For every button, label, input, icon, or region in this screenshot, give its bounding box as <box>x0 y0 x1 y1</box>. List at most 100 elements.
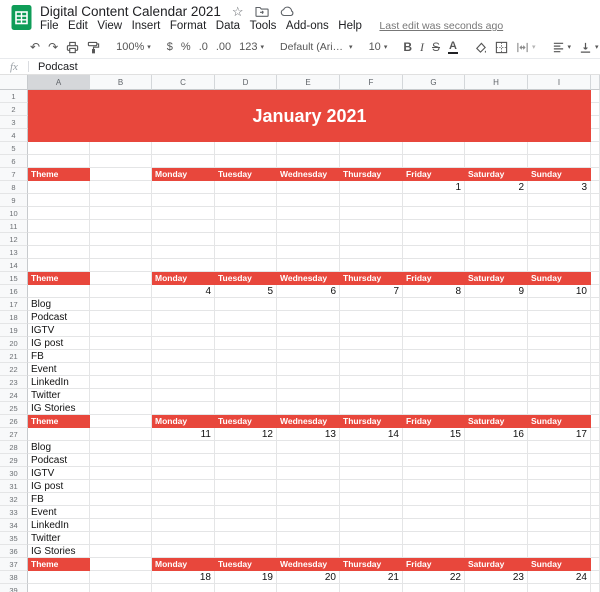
col-header-H[interactable]: H <box>465 75 528 90</box>
cell-F28[interactable] <box>340 441 403 454</box>
cell-J9-partial[interactable] <box>591 194 600 207</box>
cell-I7[interactable]: Sunday <box>528 168 591 181</box>
cell-D9[interactable] <box>215 194 277 207</box>
cell-D19[interactable] <box>215 324 277 337</box>
cell-D11[interactable] <box>215 220 277 233</box>
cell-G6[interactable] <box>403 155 465 168</box>
cell-F31[interactable] <box>340 480 403 493</box>
cell-B31[interactable] <box>90 480 152 493</box>
cell-H9[interactable] <box>465 194 528 207</box>
cell-D23[interactable] <box>215 376 277 389</box>
row-header-35[interactable]: 35 <box>0 532 28 545</box>
cell-F10[interactable] <box>340 207 403 220</box>
cell-G34[interactable] <box>403 519 465 532</box>
paint-format-button[interactable] <box>83 37 104 57</box>
cell-J25-partial[interactable] <box>591 402 600 415</box>
cell-E38[interactable]: 20 <box>277 571 340 584</box>
cell-B22[interactable] <box>90 363 152 376</box>
cell-H28[interactable] <box>465 441 528 454</box>
cell-A10[interactable] <box>28 207 90 220</box>
cell-J28-partial[interactable] <box>591 441 600 454</box>
star-icon[interactable]: ☆ <box>231 3 244 19</box>
cell-F7[interactable]: Thursday <box>340 168 403 181</box>
cell-I13[interactable] <box>528 246 591 259</box>
cell-J34-partial[interactable] <box>591 519 600 532</box>
cell-F24[interactable] <box>340 389 403 402</box>
bold-button[interactable]: B <box>403 40 412 54</box>
cell-B12[interactable] <box>90 233 152 246</box>
cell-G17[interactable] <box>403 298 465 311</box>
cell-F36[interactable] <box>340 545 403 558</box>
cell-D8[interactable] <box>215 181 277 194</box>
cell-D5[interactable] <box>215 142 277 155</box>
cell-H39[interactable] <box>465 584 528 592</box>
cell-E15[interactable]: Wednesday <box>277 272 340 285</box>
cell-D6[interactable] <box>215 155 277 168</box>
cell-E36[interactable] <box>277 545 340 558</box>
cell-B14[interactable] <box>90 259 152 272</box>
cell-B36[interactable] <box>90 545 152 558</box>
cell-A13[interactable] <box>28 246 90 259</box>
cell-A31[interactable]: IG post <box>28 480 90 493</box>
cell-H23[interactable] <box>465 376 528 389</box>
cell-E29[interactable] <box>277 454 340 467</box>
last-edit-link[interactable]: Last edit was seconds ago <box>379 20 504 32</box>
cell-A18[interactable]: Podcast <box>28 311 90 324</box>
cell-C12[interactable] <box>152 233 215 246</box>
cell-G25[interactable] <box>403 402 465 415</box>
cell-E16[interactable]: 6 <box>277 285 340 298</box>
cell-C28[interactable] <box>152 441 215 454</box>
cell-D24[interactable] <box>215 389 277 402</box>
cell-J7-partial[interactable] <box>591 168 600 181</box>
col-header-G[interactable]: G <box>403 75 465 90</box>
cell-G39[interactable] <box>403 584 465 592</box>
cell-G38[interactable]: 22 <box>403 571 465 584</box>
cell-B25[interactable] <box>90 402 152 415</box>
row-header-33[interactable]: 33 <box>0 506 28 519</box>
cell-H19[interactable] <box>465 324 528 337</box>
row-header-16[interactable]: 16 <box>0 285 28 298</box>
cell-I38[interactable]: 24 <box>528 571 591 584</box>
cell-E34[interactable] <box>277 519 340 532</box>
cell-A29[interactable]: Podcast <box>28 454 90 467</box>
cell-H12[interactable] <box>465 233 528 246</box>
menu-item-help[interactable]: Help <box>338 20 362 32</box>
cell-A17[interactable]: Blog <box>28 298 90 311</box>
cell-H27[interactable]: 16 <box>465 428 528 441</box>
row-header-34[interactable]: 34 <box>0 519 28 532</box>
cell-D25[interactable] <box>215 402 277 415</box>
cell-C11[interactable] <box>152 220 215 233</box>
col-header-F[interactable]: F <box>340 75 403 90</box>
cell-E10[interactable] <box>277 207 340 220</box>
redo-button[interactable]: ↷ <box>48 40 59 54</box>
cell-A15[interactable]: Theme <box>28 272 90 285</box>
cell-H8[interactable]: 2 <box>465 181 528 194</box>
cell-E6[interactable] <box>277 155 340 168</box>
cell-G10[interactable] <box>403 207 465 220</box>
cell-I30[interactable] <box>528 467 591 480</box>
cell-G14[interactable] <box>403 259 465 272</box>
col-header-I[interactable]: I <box>528 75 591 90</box>
cell-I18[interactable] <box>528 311 591 324</box>
cell-C36[interactable] <box>152 545 215 558</box>
cell-J15-partial[interactable] <box>591 272 600 285</box>
cell-G33[interactable] <box>403 506 465 519</box>
cell-A14[interactable] <box>28 259 90 272</box>
cell-E32[interactable] <box>277 493 340 506</box>
cell-B24[interactable] <box>90 389 152 402</box>
cell-J10-partial[interactable] <box>591 207 600 220</box>
cell-A20[interactable]: IG post <box>28 337 90 350</box>
cell-D32[interactable] <box>215 493 277 506</box>
cell-E28[interactable] <box>277 441 340 454</box>
cell-C16[interactable]: 4 <box>152 285 215 298</box>
text-color-button[interactable]: A <box>448 39 459 54</box>
cell-G5[interactable] <box>403 142 465 155</box>
row-header-18[interactable]: 18 <box>0 311 28 324</box>
cell-H16[interactable]: 9 <box>465 285 528 298</box>
format-percent-button[interactable]: % <box>180 41 191 53</box>
menu-item-add-ons[interactable]: Add-ons <box>285 20 329 32</box>
cell-B8[interactable] <box>90 181 152 194</box>
cell-E24[interactable] <box>277 389 340 402</box>
cell-I15[interactable]: Sunday <box>528 272 591 285</box>
cell-D33[interactable] <box>215 506 277 519</box>
